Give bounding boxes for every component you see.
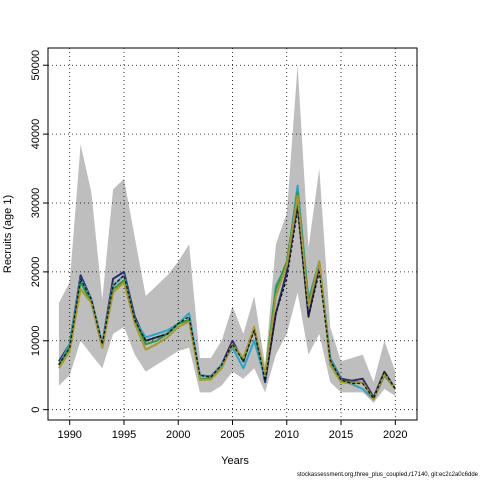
y-tick-label: 40000 — [30, 119, 42, 150]
x-tick-label: 2015 — [329, 429, 353, 441]
y-tick-label: 10000 — [30, 326, 42, 357]
confidence-band — [58, 65, 396, 403]
x-axis-title: Years — [221, 455, 249, 467]
footer-note: stockassessment.org,three_plus_coupled,r… — [297, 472, 479, 478]
series-line-4 — [58, 195, 397, 401]
y-axis-title: Recruits (age 1) — [2, 195, 14, 273]
series-layer — [58, 184, 397, 401]
x-tick-label: 2010 — [275, 429, 299, 441]
x-tick-label: 2005 — [220, 429, 244, 441]
series-line-5 — [58, 209, 396, 400]
y-tick-label: 30000 — [30, 188, 42, 219]
x-tick-label: 1990 — [57, 429, 81, 441]
y-tick-label: 50000 — [30, 50, 42, 81]
x-tick-label: 1995 — [112, 429, 136, 441]
y-tick-label: 0 — [30, 407, 42, 413]
y-tick-label: 20000 — [30, 257, 42, 288]
x-tick-label: 2020 — [383, 429, 407, 441]
confidence-band-layer — [58, 65, 396, 403]
y-axis: 0 10000 20000 30000 40000 50000 — [30, 50, 48, 413]
x-axis: 1990 1995 2000 2005 2010 2015 2020 — [57, 420, 408, 441]
x-tick-label: 2000 — [166, 429, 190, 441]
